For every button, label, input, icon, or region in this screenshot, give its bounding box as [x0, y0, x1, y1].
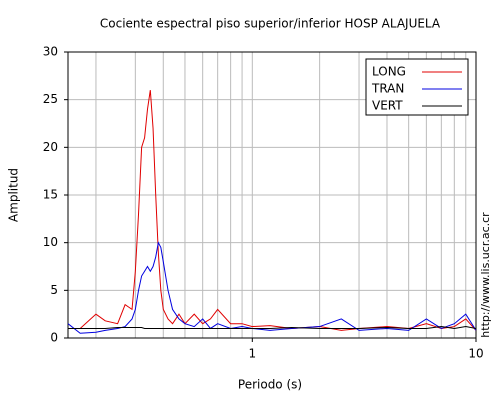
- x-tick-label: 1: [248, 347, 256, 361]
- y-tick-label: 5: [50, 283, 58, 297]
- chart-title: Cociente espectral piso superior/inferio…: [100, 17, 441, 31]
- series-line: [68, 326, 476, 329]
- legend-label: LONG: [372, 65, 406, 79]
- y-tick-label: 15: [43, 188, 58, 202]
- y-tick-label: 30: [43, 45, 58, 59]
- y-tick-label: 0: [50, 331, 58, 345]
- series-line: [68, 241, 476, 334]
- y-tick-label: 10: [43, 235, 58, 249]
- y-tick-label: 25: [43, 92, 58, 106]
- legend-label: VERT: [372, 99, 403, 113]
- series-line: [68, 90, 476, 331]
- y-axis-label: Amplitud: [7, 168, 21, 222]
- side-text: http://www.lis.ucr.ac.cr: [479, 212, 492, 338]
- plot-frame: [67, 51, 477, 339]
- legend-label: TRAN: [371, 82, 404, 96]
- x-axis-label: Periodo (s): [238, 378, 302, 392]
- y-tick-label: 20: [43, 140, 58, 154]
- x-tick-label: 10: [468, 347, 483, 361]
